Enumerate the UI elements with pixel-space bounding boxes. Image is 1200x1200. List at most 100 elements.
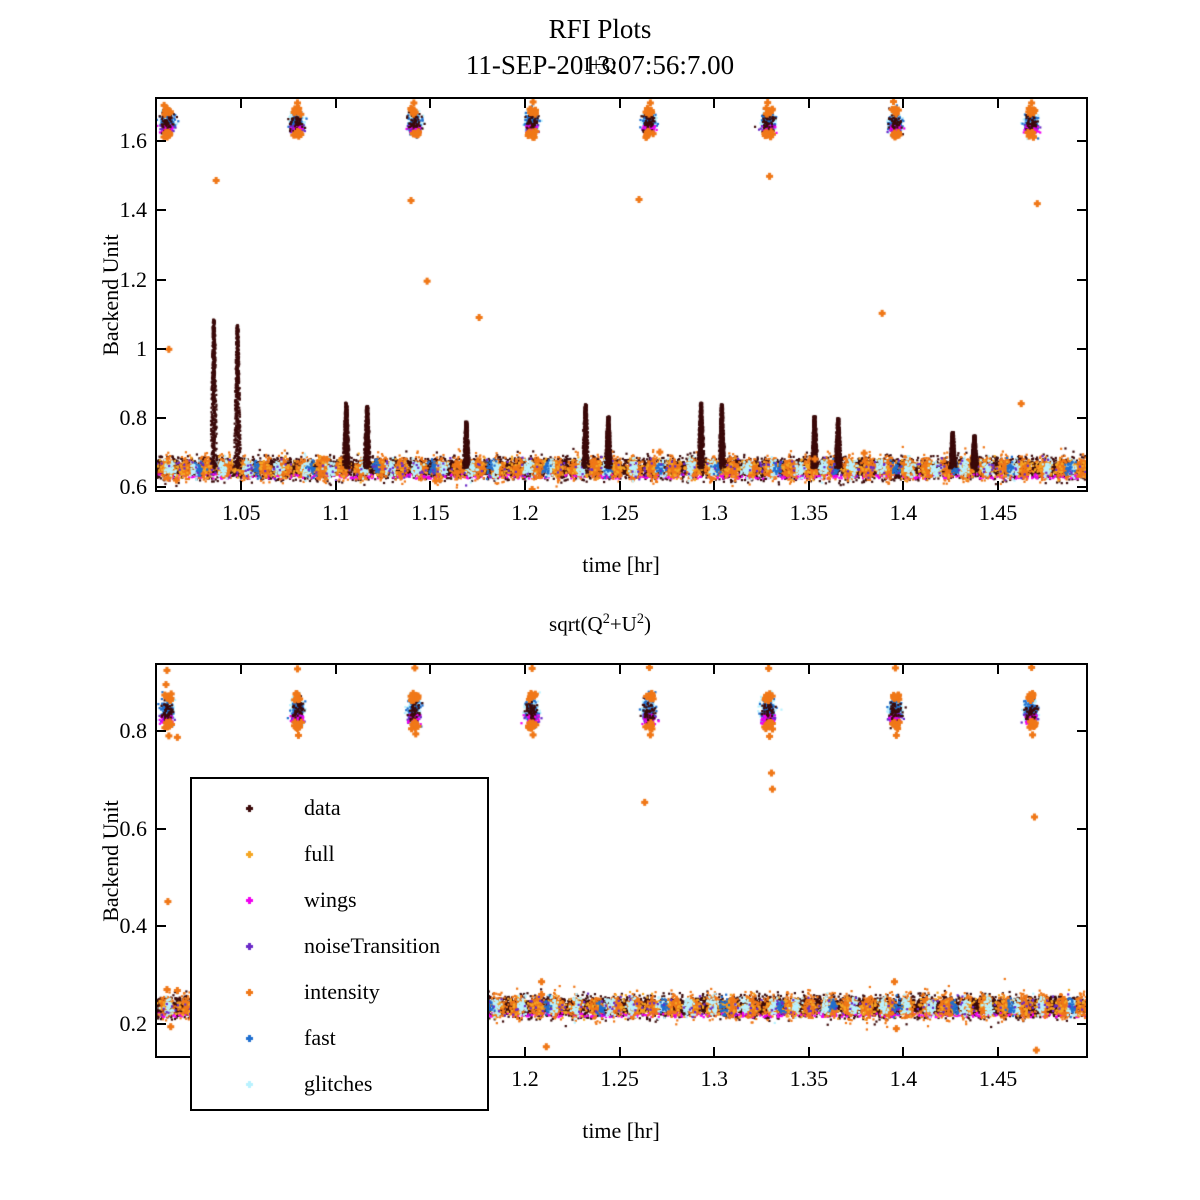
y-tick-label: 0.2 bbox=[119, 1011, 148, 1037]
legend-label: glitches bbox=[304, 1071, 373, 1096]
x-tick-mark bbox=[997, 481, 1000, 490]
x-tick-label: 1.2 bbox=[511, 1066, 539, 1091]
legend-label: full bbox=[304, 841, 335, 866]
y-tick-label: 1.2 bbox=[119, 266, 148, 292]
x-tick-mark-top bbox=[713, 99, 716, 108]
y-tick-mark bbox=[157, 925, 166, 928]
top-plot-axes bbox=[155, 97, 1088, 492]
legend-marker-icon bbox=[244, 1033, 255, 1044]
x-tick-mark bbox=[713, 481, 716, 490]
legend-item-data[interactable]: data bbox=[192, 785, 487, 831]
y-tick-label: 0.6 bbox=[119, 474, 148, 500]
y-tick-label: 1.4 bbox=[119, 197, 148, 223]
x-tick-label: 1.3 bbox=[700, 1066, 728, 1091]
legend-item-fast[interactable]: fast bbox=[192, 1015, 487, 1061]
top-plot-canvas bbox=[157, 99, 1086, 490]
legend-label: wings bbox=[304, 887, 357, 912]
series-legend[interactable]: data full wings noiseTransition intensity fas… bbox=[190, 777, 489, 1111]
legend-item-full[interactable]: full bbox=[192, 831, 487, 877]
x-tick-mark-top bbox=[997, 99, 1000, 108]
x-tick-mark-top bbox=[997, 665, 1000, 674]
legend-marker-icon bbox=[244, 941, 255, 952]
x-tick-mark-top bbox=[618, 99, 621, 108]
legend-marker-icon bbox=[244, 803, 255, 814]
figure-title-line-1: RFI Plots bbox=[548, 14, 652, 44]
legend-label: fast bbox=[304, 1025, 336, 1050]
x-tick-label: 1.15 bbox=[411, 500, 450, 525]
x-tick-label: 1.3 bbox=[700, 500, 728, 525]
top-plot-ylabel: Backend Unit bbox=[98, 234, 123, 356]
x-tick-mark bbox=[240, 481, 243, 490]
x-tick-mark-top bbox=[524, 665, 526, 674]
y-tick-mark-right bbox=[1077, 347, 1086, 350]
y-tick-mark bbox=[157, 827, 166, 830]
x-tick-mark-top bbox=[902, 665, 905, 674]
x-tick-label: 1.35 bbox=[789, 500, 829, 525]
y-tick-mark bbox=[157, 140, 166, 143]
x-tick-mark bbox=[902, 1047, 905, 1056]
top-plot-xlabel: time [hr] bbox=[582, 552, 660, 577]
x-tick-mark-top bbox=[713, 665, 716, 674]
x-tick-mark-top bbox=[334, 665, 337, 674]
x-tick-label: 1.2 bbox=[511, 500, 539, 525]
x-tick-mark bbox=[524, 481, 526, 490]
x-tick-mark bbox=[618, 481, 621, 490]
legend-marker-icon bbox=[244, 1079, 255, 1090]
y-tick-mark-right bbox=[1077, 729, 1086, 732]
y-tick-mark-right bbox=[1077, 140, 1086, 143]
y-tick-mark bbox=[157, 278, 166, 281]
bottom-plot-ylabel: Backend Unit bbox=[98, 800, 123, 922]
y-tick-mark-right bbox=[1077, 417, 1086, 420]
y-tick-mark-right bbox=[1077, 925, 1086, 928]
legend-item-intensity[interactable]: intensity bbox=[192, 969, 487, 1015]
y-tick-mark bbox=[157, 729, 166, 732]
x-tick-mark bbox=[902, 481, 905, 490]
x-tick-mark-top bbox=[429, 665, 432, 674]
x-tick-label: 1.1 bbox=[322, 500, 350, 525]
y-tick-label: 0.4 bbox=[119, 913, 148, 939]
x-tick-label: 1.35 bbox=[789, 1066, 829, 1091]
x-tick-mark-top bbox=[807, 99, 810, 108]
x-tick-label: 1.25 bbox=[600, 1066, 639, 1091]
x-tick-mark-top bbox=[334, 99, 337, 108]
bottom-plot-title: sqrt(Q2+U2) bbox=[0, 612, 1200, 637]
x-tick-mark-top bbox=[429, 99, 432, 108]
x-tick-mark-top bbox=[240, 665, 243, 674]
legend-label: data bbox=[304, 795, 341, 820]
x-tick-label: 1.05 bbox=[221, 500, 261, 525]
x-tick-mark bbox=[334, 481, 337, 490]
legend-label: noiseTransition bbox=[304, 933, 441, 958]
x-tick-label: 1.25 bbox=[600, 500, 639, 525]
legend-marker-icon bbox=[244, 987, 255, 998]
y-tick-mark-right bbox=[1077, 1023, 1086, 1026]
x-tick-mark bbox=[524, 1047, 526, 1056]
bottom-plot-xlabel: time [hr] bbox=[582, 1118, 660, 1143]
x-tick-label: 1.45 bbox=[978, 1066, 1018, 1091]
y-tick-mark bbox=[157, 347, 166, 350]
x-tick-label: 1.4 bbox=[889, 1066, 918, 1091]
legend-item-noisetransition[interactable]: noiseTransition bbox=[192, 923, 487, 969]
y-tick-mark-right bbox=[1077, 209, 1086, 212]
legend-marker-icon bbox=[244, 849, 255, 860]
x-tick-mark bbox=[429, 481, 432, 490]
x-tick-mark bbox=[807, 481, 810, 490]
y-tick-mark bbox=[157, 209, 166, 212]
x-tick-mark-top bbox=[902, 99, 905, 108]
legend-marker-icon bbox=[244, 895, 255, 906]
legend-label: intensity bbox=[304, 979, 380, 1004]
bottom-plot-title-text: sqrt(Q2+U2) bbox=[549, 611, 651, 636]
x-tick-mark bbox=[997, 1047, 1000, 1056]
x-tick-mark-top bbox=[524, 99, 526, 108]
y-tick-mark-right bbox=[1077, 486, 1086, 489]
x-tick-mark-top bbox=[807, 665, 810, 674]
y-tick-label: 1.6 bbox=[119, 128, 148, 154]
legend-item-glitches[interactable]: glitches bbox=[192, 1061, 487, 1107]
x-tick-mark-top bbox=[618, 665, 621, 674]
figure-title-line-2: 11-SEP-2013:07:56:7.00 bbox=[465, 50, 735, 80]
x-tick-label: 1.45 bbox=[978, 500, 1018, 525]
y-tick-mark bbox=[157, 486, 166, 489]
legend-item-wings[interactable]: wings bbox=[192, 877, 487, 923]
y-tick-label: 1 bbox=[136, 335, 147, 361]
x-tick-label: 1.4 bbox=[889, 500, 918, 525]
